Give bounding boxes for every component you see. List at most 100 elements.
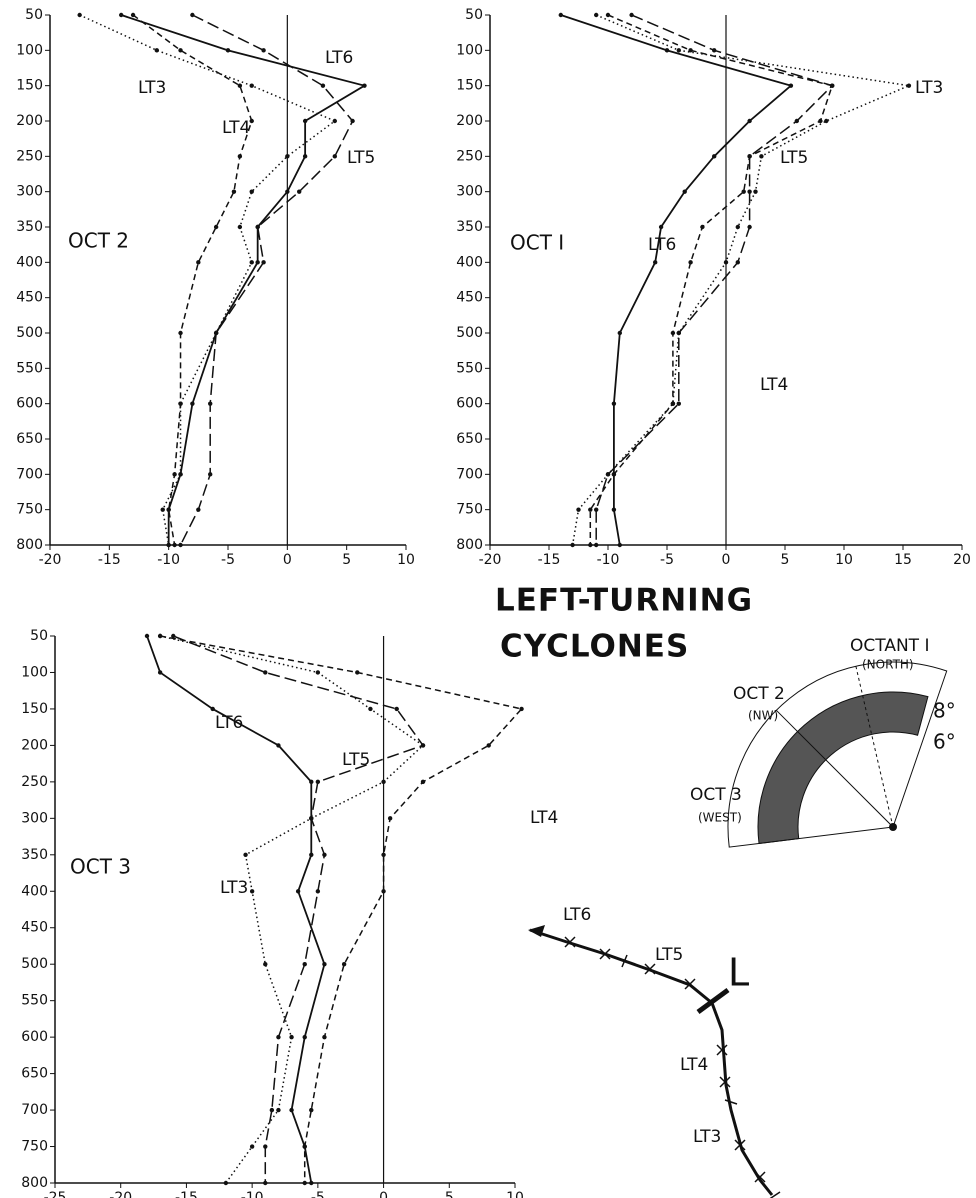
data-point	[712, 154, 717, 159]
y-tick-label: 800	[456, 537, 483, 553]
y-tick-label: 750	[456, 502, 483, 518]
data-point	[178, 401, 183, 406]
data-point	[249, 889, 255, 894]
label: (WEST)	[698, 811, 742, 825]
data-point	[237, 83, 243, 88]
y-tick-label: 150	[16, 78, 43, 94]
data-point	[130, 12, 136, 18]
label: 8°	[933, 699, 956, 723]
data-point	[249, 1144, 255, 1149]
octant-band	[757, 691, 929, 845]
data-point	[753, 189, 758, 194]
label: OCT 3	[690, 785, 742, 805]
y-tick-label: 350	[21, 847, 48, 863]
data-point	[341, 962, 347, 967]
track-marks	[564, 936, 781, 1198]
series-label: LT6	[648, 235, 676, 255]
data-point	[178, 48, 183, 53]
data-point	[747, 154, 752, 159]
y-tick-label: 100	[456, 42, 483, 58]
heading: LEFT-TURNING	[495, 583, 753, 619]
data-point	[208, 472, 213, 477]
y-tick-label: 550	[16, 360, 43, 376]
data-point	[309, 1107, 314, 1113]
data-point	[276, 1107, 281, 1113]
data-point	[302, 154, 308, 159]
data-point	[794, 118, 799, 124]
data-point	[119, 12, 124, 18]
data-point	[350, 118, 355, 124]
data-point	[166, 542, 171, 548]
data-point	[617, 330, 622, 336]
data-point	[309, 816, 314, 821]
track-diagram: LT6 LT5 LT4 LT3 L	[528, 905, 781, 1198]
data-point	[700, 224, 705, 230]
label: OCTANT I	[850, 636, 929, 656]
series-label: LT3	[138, 78, 166, 98]
label: LT6	[563, 905, 591, 925]
data-point	[594, 12, 599, 18]
x-tick-label: -5	[660, 552, 674, 568]
data-point	[670, 401, 676, 406]
data-point	[157, 670, 163, 675]
y-tick-label: 450	[16, 290, 43, 306]
x-tick-label: 0	[283, 552, 292, 568]
y-tick-label: 600	[456, 396, 483, 412]
y-tick-label: 50	[25, 7, 43, 23]
y-tick-label: 50	[30, 628, 48, 644]
x-tick-label: 5	[342, 552, 351, 568]
data-point	[302, 118, 308, 124]
y-tick-label: 100	[16, 42, 43, 58]
series-line	[173, 635, 425, 1183]
y-tick-label: 500	[456, 325, 483, 341]
x-tick-label: 10	[506, 1190, 524, 1198]
x-tick-label: -10	[597, 552, 620, 568]
data-point	[243, 852, 248, 857]
y-tick-label: 150	[456, 78, 483, 94]
series-label: LT4	[530, 808, 558, 828]
data-point	[213, 330, 219, 336]
octant-ray	[855, 666, 894, 828]
panel-title: OCT 2	[68, 229, 129, 253]
data-point	[362, 83, 367, 88]
data-point	[285, 154, 290, 159]
y-tick-label: 50	[465, 7, 483, 23]
data-point	[309, 1180, 314, 1186]
y-tick-label: 250	[16, 148, 43, 164]
data-point	[588, 507, 593, 512]
data-point	[315, 889, 321, 894]
x-tick-label: -5	[311, 1190, 325, 1198]
x-tick-label: 10	[835, 552, 853, 568]
data-point	[178, 542, 183, 548]
y-tick-label: 500	[16, 325, 43, 341]
y-tick-label: 650	[16, 431, 43, 447]
data-point	[276, 1034, 281, 1040]
data-point	[381, 779, 386, 785]
data-point	[295, 889, 301, 894]
data-point	[178, 472, 183, 477]
data-point	[322, 962, 327, 967]
data-point	[611, 472, 617, 477]
y-tick-label: 450	[21, 920, 48, 936]
y-tick-label: 450	[456, 290, 483, 306]
octant-diagram: OCTANT I (NORTH) OCT 2 (NW) 8° 6° OCT 3 …	[690, 636, 956, 848]
y-tick-label: 750	[16, 502, 43, 518]
data-point	[594, 542, 599, 548]
data-point	[688, 260, 693, 265]
data-point	[676, 48, 681, 53]
data-point	[210, 706, 215, 712]
y-tick-label: 500	[21, 956, 48, 972]
x-tick-label: -20	[109, 1190, 132, 1198]
data-point	[171, 633, 176, 639]
y-tick-label: 300	[16, 184, 43, 200]
data-point	[519, 706, 524, 712]
x-tick-label: 0	[379, 1190, 388, 1198]
series-line	[79, 14, 337, 546]
data-point	[263, 670, 268, 675]
y-tick-label: 700	[21, 1102, 48, 1118]
data-point	[486, 743, 491, 748]
x-tick-label: -5	[221, 552, 235, 568]
data-point	[368, 706, 373, 712]
panel-title: OCT I	[510, 231, 564, 255]
data-point	[570, 542, 575, 548]
